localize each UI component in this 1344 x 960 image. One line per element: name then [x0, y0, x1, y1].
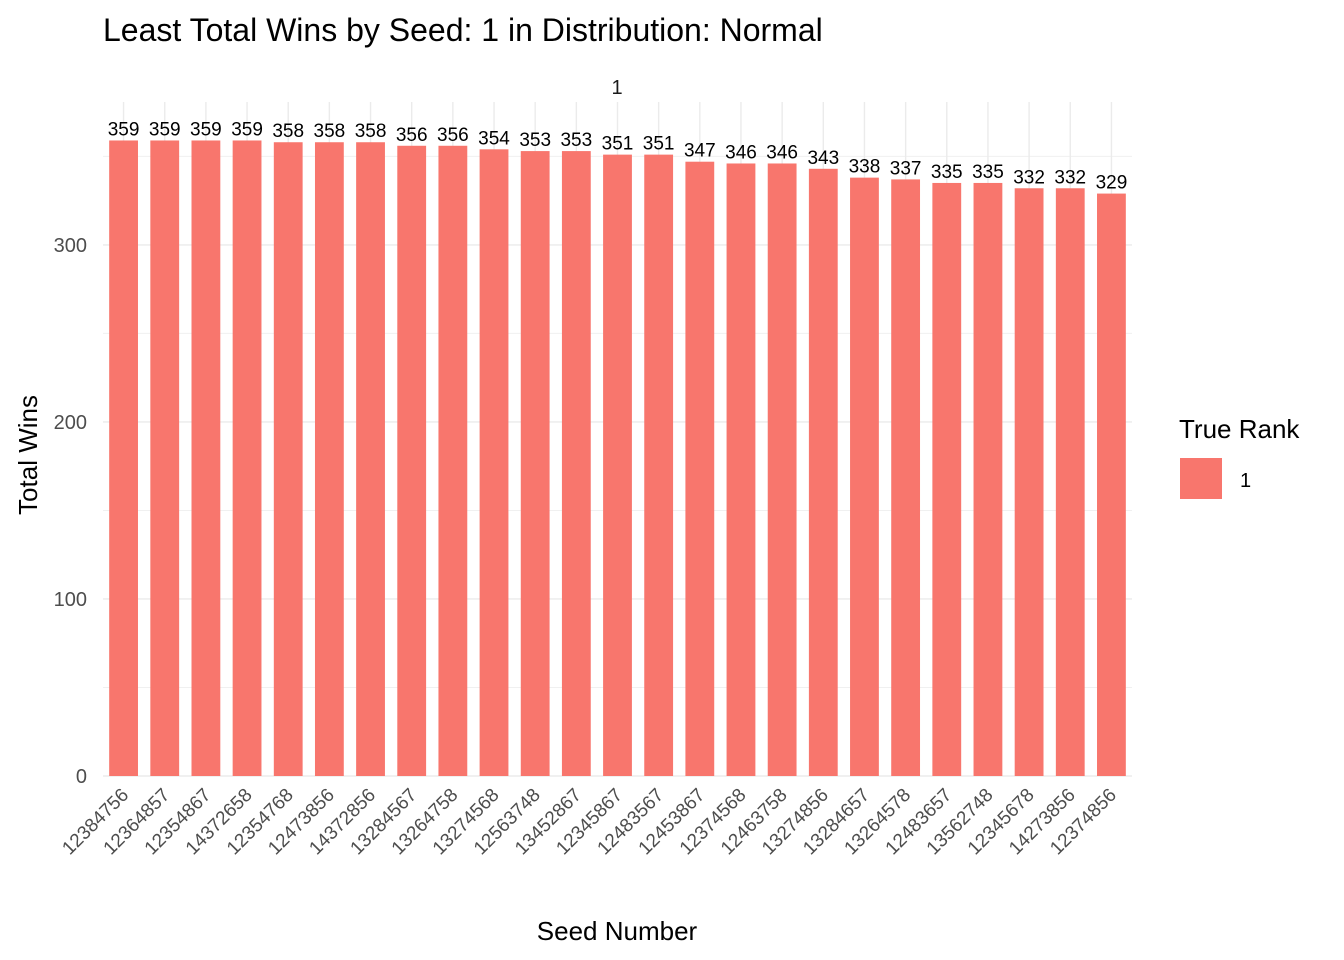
bar [109, 140, 138, 777]
bar [808, 168, 838, 776]
data-label: 359 [149, 119, 181, 140]
bar [479, 149, 509, 777]
data-label: 359 [231, 119, 263, 140]
bar [932, 182, 962, 777]
bar [644, 154, 674, 776]
data-label: 358 [314, 121, 346, 142]
data-label: 359 [190, 119, 222, 140]
y-tick-label: 100 [54, 589, 87, 611]
bar [1055, 188, 1085, 777]
bar [603, 154, 632, 776]
data-label: 353 [519, 130, 551, 151]
data-label: 351 [643, 134, 675, 155]
y-tick-label: 300 [54, 235, 87, 257]
y-axis-title: Total Wins [13, 395, 43, 515]
y-tick-labels: 0 100 200 300 [54, 235, 87, 788]
legend-key [1180, 458, 1222, 499]
data-label: 332 [1054, 167, 1086, 188]
bar [520, 151, 550, 776]
y-tick-label: 0 [76, 766, 87, 788]
data-label: 353 [560, 130, 592, 151]
bar [150, 140, 180, 777]
data-label: 335 [931, 162, 963, 183]
data-label: 358 [272, 121, 304, 142]
bar [314, 142, 344, 776]
data-label: 351 [602, 134, 634, 155]
bar [561, 151, 591, 776]
bar [438, 145, 468, 776]
bar [191, 140, 221, 777]
data-label: 346 [766, 142, 798, 163]
x-tick-labels: 1238475612364857123548671437265812354768… [58, 785, 1120, 860]
data-label: 359 [108, 119, 140, 140]
data-label: 332 [1013, 167, 1045, 188]
bar [891, 179, 921, 776]
bar [273, 142, 303, 776]
data-label: 354 [478, 128, 510, 149]
legend-title: True Rank [1179, 414, 1300, 444]
facet-strip-label: 1 [611, 77, 622, 99]
bar [685, 161, 715, 776]
data-label: 356 [437, 125, 469, 146]
bar [1097, 193, 1126, 777]
data-label: 347 [684, 141, 716, 162]
data-label: 346 [725, 142, 757, 163]
bar [973, 182, 1003, 777]
data-labels: 359 359 359 359 358 358 358 356 356 354 353 353 351 3… [108, 119, 1128, 193]
data-label: 335 [972, 162, 1004, 183]
chart-title: Least Total Wins by Seed: 1 in Distribut… [103, 12, 823, 48]
data-label: 329 [1096, 173, 1128, 194]
data-label: 358 [355, 121, 387, 142]
bar [726, 163, 756, 776]
bar [232, 140, 262, 777]
bar [1014, 188, 1044, 777]
bar [356, 142, 385, 776]
data-label: 337 [890, 158, 922, 179]
bar [850, 177, 879, 776]
data-label: 343 [807, 148, 839, 169]
legend-label: 1 [1240, 470, 1251, 492]
legend: True Rank 1 [1179, 414, 1300, 499]
bars [109, 140, 1126, 777]
bar [767, 163, 797, 776]
data-label: 338 [849, 157, 881, 178]
y-tick-label: 200 [54, 412, 87, 434]
bar [397, 145, 427, 776]
data-label: 356 [396, 125, 428, 146]
x-axis-title: Seed Number [537, 916, 698, 946]
